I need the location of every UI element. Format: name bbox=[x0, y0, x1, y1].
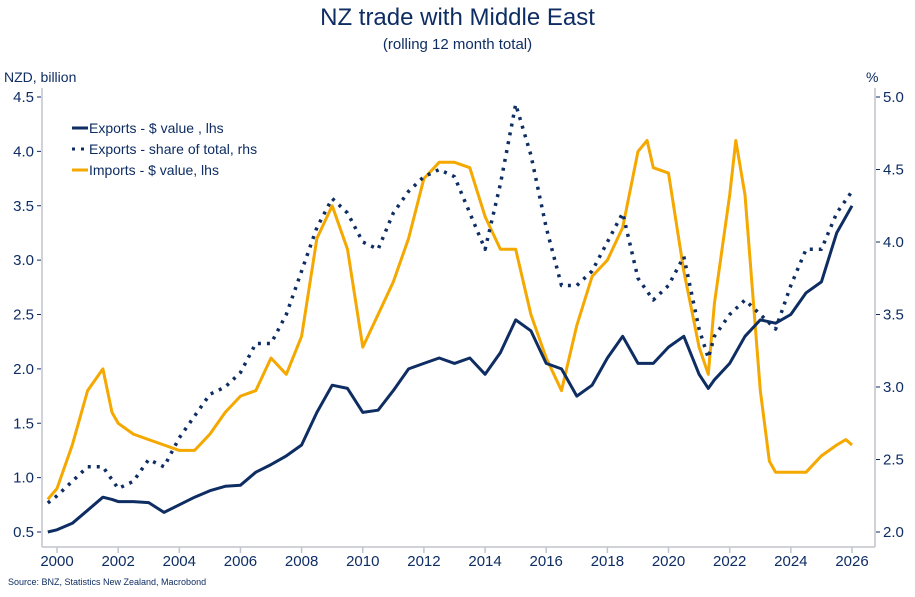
x-tick-label: 2018 bbox=[591, 553, 624, 570]
y-tick-label-right: 4.5 bbox=[883, 162, 904, 179]
x-tick-label: 2014 bbox=[468, 553, 501, 570]
y-tick-label-right: 4.0 bbox=[883, 234, 904, 251]
y-tick-label-left: 1.5 bbox=[13, 415, 34, 432]
y-tick-label-right: 5.0 bbox=[883, 89, 904, 106]
x-tick-label: 2004 bbox=[163, 553, 196, 570]
y-tick-label-left: 2.0 bbox=[13, 361, 34, 378]
x-tick-label: 2024 bbox=[774, 553, 807, 570]
series-line-1 bbox=[46, 102, 854, 505]
x-tick-label: 2022 bbox=[713, 553, 746, 570]
chart-title: NZ trade with Middle East bbox=[320, 4, 595, 31]
left-axis-label: NZD, billion bbox=[4, 69, 76, 85]
x-tick-label: 2012 bbox=[407, 553, 440, 570]
y-tick-label-left: 3.0 bbox=[13, 252, 34, 269]
legend-entry: Exports - share of total, rhs bbox=[89, 141, 257, 157]
y-tick-label-left: 4.0 bbox=[13, 143, 34, 160]
x-tick-label: 2008 bbox=[285, 553, 318, 570]
y-tick-label-left: 3.5 bbox=[13, 198, 34, 215]
x-tick-label: 2026 bbox=[835, 553, 868, 570]
chart-subtitle: (rolling 12 month total) bbox=[382, 36, 533, 53]
y-tick-label-right: 2.5 bbox=[883, 452, 904, 469]
series-line-0 bbox=[47, 205, 854, 534]
legend-entry: Exports - $ value , lhs bbox=[89, 120, 224, 136]
y-tick-label-right: 2.0 bbox=[883, 524, 904, 541]
x-tick-label: 2002 bbox=[101, 553, 134, 570]
right-axis-label: % bbox=[866, 69, 878, 85]
x-tick-label: 2016 bbox=[530, 553, 563, 570]
series-line-2 bbox=[46, 139, 853, 501]
y-tick-label-left: 4.5 bbox=[13, 89, 34, 106]
x-tick-label: 2010 bbox=[346, 553, 379, 570]
y-tick-label-left: 2.5 bbox=[13, 307, 34, 324]
y-tick-label-right: 3.0 bbox=[883, 379, 904, 396]
x-tick-label: 2006 bbox=[224, 553, 257, 570]
y-tick-label-right: 3.5 bbox=[883, 307, 904, 324]
y-tick-label-left: 1.0 bbox=[13, 470, 34, 487]
source-note: Source: BNZ, Statistics New Zealand, Mac… bbox=[8, 577, 207, 587]
x-tick-label: 2000 bbox=[40, 553, 73, 570]
x-tick-label: 2020 bbox=[652, 553, 685, 570]
legend-entry: Imports - $ value, lhs bbox=[89, 162, 219, 178]
y-tick-label-left: 0.5 bbox=[13, 524, 34, 541]
